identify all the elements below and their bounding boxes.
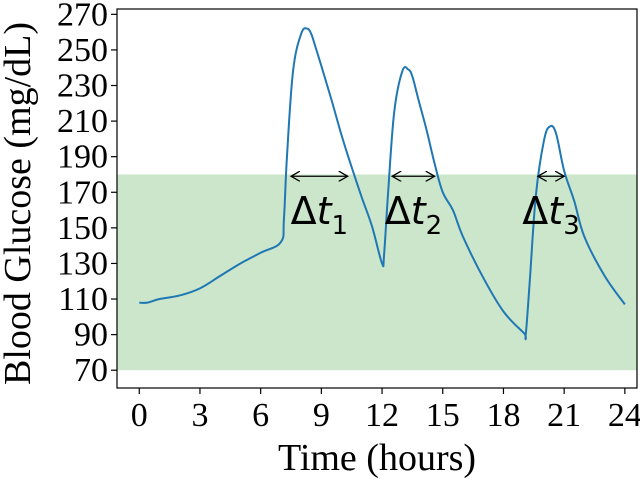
plot-frame xyxy=(116,8,638,389)
y-tick-label: 150 xyxy=(57,210,108,247)
x-tick-label: 21 xyxy=(547,397,581,434)
x-tick-label: 3 xyxy=(191,397,208,434)
y-tick-label: 190 xyxy=(57,139,108,176)
y-tick-label: 170 xyxy=(57,174,108,211)
x-axis-ticks: 0 3 6 9 12 15 18 21 24 xyxy=(131,388,640,434)
x-axis-label: Time (hours) xyxy=(278,437,476,479)
y-tick-label: 70 xyxy=(74,352,108,389)
y-tick-label: 250 xyxy=(57,32,108,69)
x-tick-label: 6 xyxy=(252,397,269,434)
y-tick-label: 230 xyxy=(57,68,108,105)
y-axis-label: Blood Glucose (mg/dL) xyxy=(0,22,39,385)
annotation-layer: Δt1 Δt2 Δt3 xyxy=(291,176,580,241)
duration-label: Δt1 xyxy=(291,189,348,241)
y-tick-label: 110 xyxy=(58,281,108,318)
x-tick-label: 15 xyxy=(426,397,460,434)
x-tick-label: 0 xyxy=(131,397,148,434)
series-layer xyxy=(139,27,626,341)
x-tick-label: 9 xyxy=(313,397,330,434)
y-tick-label: 270 xyxy=(57,0,108,33)
x-tick-label: 12 xyxy=(365,397,399,434)
duration-label: Δt2 xyxy=(385,189,442,241)
y-tick-label: 130 xyxy=(57,245,108,282)
y-tick-label: 210 xyxy=(57,103,108,140)
duration-label: Δt3 xyxy=(522,189,579,241)
x-tick-label: 18 xyxy=(486,397,520,434)
target-range-layer xyxy=(117,174,637,371)
x-tick-label: 24 xyxy=(608,397,640,434)
target-range-band xyxy=(117,174,637,371)
glucose-series-line xyxy=(139,27,626,341)
y-tick-label: 90 xyxy=(74,317,108,354)
